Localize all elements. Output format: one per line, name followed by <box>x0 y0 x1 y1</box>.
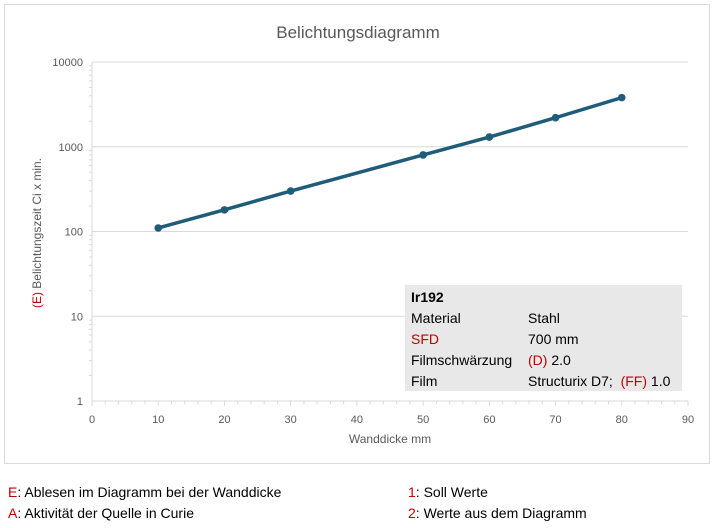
footnote-letter: E <box>8 484 18 500</box>
info-title-row: Ir192 <box>411 287 676 308</box>
info-value: (D) 2.0 <box>528 350 571 371</box>
chart-frame: Belichtungsdiagramm 1 10 100 1000 10000 0 10 20… <box>4 4 710 464</box>
data-point <box>485 133 494 141</box>
x-tick-label: 0 <box>89 414 95 426</box>
info-value-rest: 2.0 <box>547 352 571 368</box>
info-row-sfd: SFD 700 mm <box>411 329 676 350</box>
y-tick-label: 1000 <box>59 142 83 154</box>
x-tick-label: 60 <box>483 414 495 426</box>
info-key: Filmschwärzung <box>411 352 513 368</box>
y-tick-label: 10 <box>71 311 83 323</box>
info-box: Ir192 Material Stahl SFD 700 mm Filmschw… <box>405 285 682 391</box>
data-point <box>286 187 295 195</box>
info-value-red: (D) <box>528 352 548 368</box>
info-value: Structurix D7; (FF) 1.0 <box>528 371 670 392</box>
info-key: SFD <box>411 331 439 347</box>
info-value: Stahl <box>528 310 560 326</box>
footnote-text: : Soll Werte <box>415 484 488 500</box>
data-point <box>220 206 229 214</box>
x-tick-label: 70 <box>549 414 561 426</box>
footnote-e: E: Ablesen im Diagramm bei der Wanddicke <box>8 484 281 500</box>
x-tick-label: 50 <box>417 414 429 426</box>
footnote-2: 2: Werte aus dem Diagramm <box>408 505 587 521</box>
footnote-letter: A <box>8 505 18 521</box>
info-key: Material <box>411 310 461 326</box>
y-tick-label: 1 <box>77 396 83 408</box>
y-axis-label-text: Belichtungszeit Ci x min. <box>30 158 44 292</box>
info-row-film: Film Structurix D7; (FF) 1.0 <box>411 371 676 392</box>
info-value-rest: 1.0 <box>647 373 671 389</box>
x-tick-label: 10 <box>152 414 164 426</box>
footnote-a: A: Aktivität der Quelle in Curie <box>8 505 194 521</box>
y-axis-label-prefix: (E) <box>30 292 44 308</box>
x-axis-label: Wanddicke mm <box>349 432 431 446</box>
info-key: Film <box>411 373 438 389</box>
tick-labels: 1 10 100 1000 10000 0 10 20 30 40 50 60 70 80 90 <box>52 57 694 426</box>
info-row-material: Material Stahl <box>411 308 676 329</box>
y-axis-label: (E) Belichtungszeit Ci x min. <box>30 158 44 308</box>
x-tick-label: 30 <box>285 414 297 426</box>
series <box>154 93 626 232</box>
data-point <box>419 151 427 159</box>
axes <box>89 62 689 406</box>
footnote-number: 2 <box>408 505 416 521</box>
footnote-number: 1 <box>408 484 416 500</box>
x-tick-label: 80 <box>616 414 628 426</box>
data-point <box>551 113 560 122</box>
info-value: 700 mm <box>528 331 579 347</box>
chart: Belichtungsdiagramm 1 10 100 1000 10000 0 10 20… <box>30 23 694 446</box>
data-point <box>617 93 626 102</box>
info-value-red: (FF) <box>620 373 648 389</box>
footnote-text: : Ablesen im Diagramm bei der Wanddicke <box>17 484 282 500</box>
chart-title: Belichtungsdiagramm <box>276 23 439 42</box>
x-tick-label: 90 <box>682 414 694 426</box>
footnote-text: : Werte aus dem Diagramm <box>415 505 587 521</box>
x-tick-label: 20 <box>218 414 230 426</box>
y-tick-label: 100 <box>65 227 83 239</box>
footnote-text: : Aktivität der Quelle in Curie <box>17 505 194 521</box>
x-tick-label: 40 <box>351 414 363 426</box>
footnote-1: 1: Soll Werte <box>408 484 488 500</box>
info-title: Ir192 <box>411 289 444 305</box>
info-value-main: Structurix D7; <box>528 373 613 389</box>
info-row-filmschwaerzung: Filmschwärzung (D) 2.0 <box>411 350 676 371</box>
data-point <box>154 224 163 232</box>
y-tick-label: 10000 <box>52 57 83 69</box>
